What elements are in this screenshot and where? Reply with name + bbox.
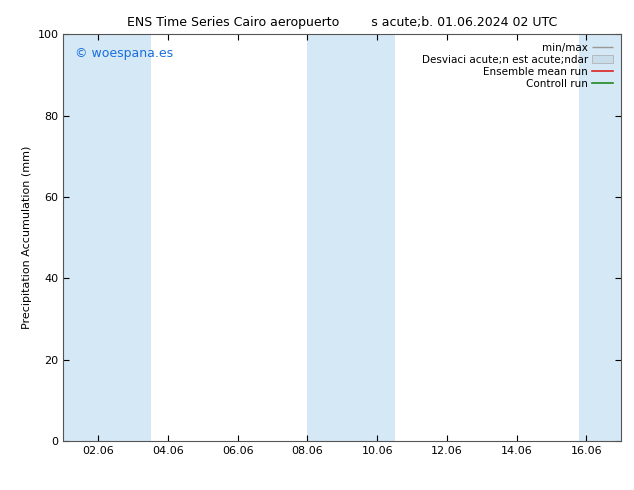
Bar [307, 34, 394, 441]
Y-axis label: Precipitation Accumulation (mm): Precipitation Accumulation (mm) [22, 146, 32, 329]
Legend: min/max, Desviaci acute;n est acute;ndar, Ensemble mean run, Controll run: min/max, Desviaci acute;n est acute;ndar… [418, 40, 616, 92]
Bar [579, 34, 621, 441]
Bar [63, 34, 150, 441]
Text: © woespana.es: © woespana.es [75, 47, 172, 59]
Title: ENS Time Series Cairo aeropuerto        s acute;b. 01.06.2024 02 UTC: ENS Time Series Cairo aeropuerto s acute… [127, 16, 557, 29]
